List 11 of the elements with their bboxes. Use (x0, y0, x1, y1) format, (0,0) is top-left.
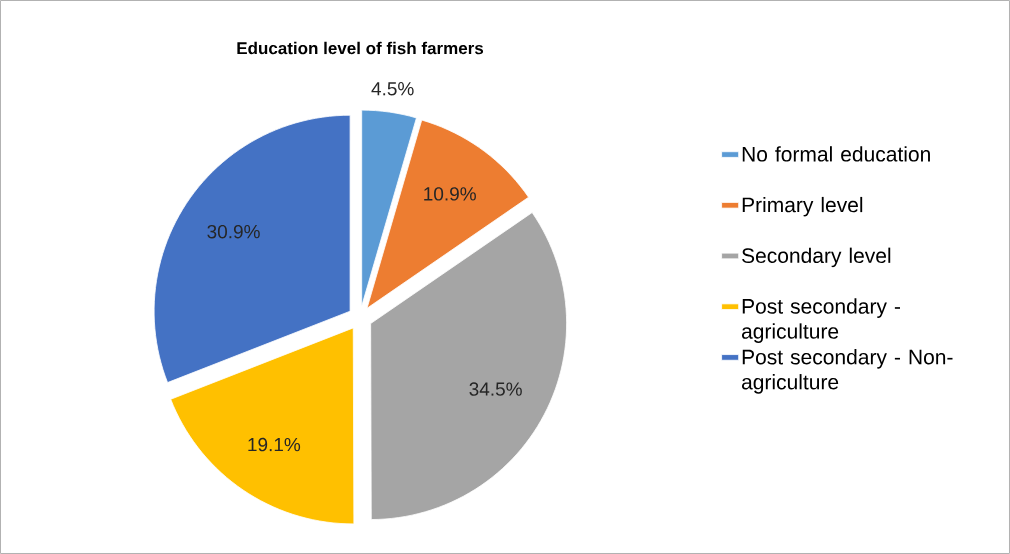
legend-label: Post secondary - Non-agriculture (741, 349, 953, 394)
legend-label: Post secondary - agriculture (741, 298, 900, 343)
data-label: 19.1% (248, 437, 301, 452)
data-label: 4.5% (371, 82, 414, 96)
chart-title: Education level of fish farmers (237, 41, 484, 55)
data-label: 34.5% (469, 382, 522, 396)
data-label: 10.9% (424, 187, 476, 201)
legend-label: No formal education (742, 146, 930, 162)
legend-label: Secondary level (742, 247, 891, 268)
legend-label: Primary level (742, 196, 863, 217)
data-label: 30.9% (207, 224, 260, 239)
